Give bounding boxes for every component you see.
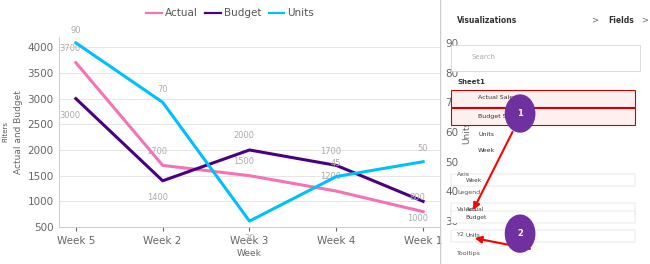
Text: >: > <box>642 16 649 25</box>
Text: 800: 800 <box>410 193 426 202</box>
Text: Actual: Actual <box>465 207 484 212</box>
Text: Units: Units <box>478 132 494 137</box>
Text: Actual Sales: Actual Sales <box>478 95 517 100</box>
Text: Tooltips: Tooltips <box>457 251 481 256</box>
Text: 30: 30 <box>244 234 255 243</box>
Text: Budget: Budget <box>465 215 487 220</box>
X-axis label: Week: Week <box>237 249 262 258</box>
Text: 3000: 3000 <box>60 111 81 120</box>
Text: Fields: Fields <box>608 16 634 25</box>
Text: 1700: 1700 <box>146 147 168 156</box>
Bar <box>451 174 635 186</box>
Bar <box>451 203 635 215</box>
Bar <box>451 211 635 223</box>
Text: 70: 70 <box>157 85 168 94</box>
Text: Units: Units <box>465 233 480 238</box>
Circle shape <box>506 95 535 132</box>
Text: Axis: Axis <box>457 172 470 177</box>
Bar <box>451 108 635 125</box>
Text: 90: 90 <box>71 26 81 35</box>
Y-axis label: Actual and Budget: Actual and Budget <box>14 90 23 174</box>
Text: >: > <box>592 16 599 25</box>
Text: Sheet1: Sheet1 <box>457 79 485 85</box>
Text: Week: Week <box>478 148 495 153</box>
Text: 45: 45 <box>331 159 341 168</box>
Text: Budget Sales: Budget Sales <box>478 114 519 119</box>
Text: Week: Week <box>465 178 482 183</box>
Text: 50: 50 <box>418 144 428 153</box>
Bar <box>451 230 635 242</box>
Y-axis label: Units: Units <box>463 120 472 144</box>
Circle shape <box>506 215 535 252</box>
Text: 2: 2 <box>517 229 523 238</box>
Bar <box>451 90 635 107</box>
Text: 1500: 1500 <box>233 157 254 166</box>
Text: 2000: 2000 <box>233 131 254 140</box>
Bar <box>451 45 640 71</box>
Text: 1700: 1700 <box>320 147 341 156</box>
Text: 1400: 1400 <box>147 193 168 202</box>
Text: Legend: Legend <box>457 190 480 195</box>
Text: 1000: 1000 <box>407 214 428 223</box>
Legend: Actual, Budget, Units: Actual, Budget, Units <box>142 4 318 22</box>
Text: 3700: 3700 <box>60 44 81 53</box>
Text: 1200: 1200 <box>320 172 341 181</box>
Text: Values: Values <box>457 207 478 212</box>
Text: Y2: Y2 <box>457 232 465 237</box>
Text: 1: 1 <box>517 109 523 118</box>
Text: Search: Search <box>472 54 496 60</box>
Text: Visualizations: Visualizations <box>457 16 517 25</box>
Text: Filters: Filters <box>2 121 8 143</box>
